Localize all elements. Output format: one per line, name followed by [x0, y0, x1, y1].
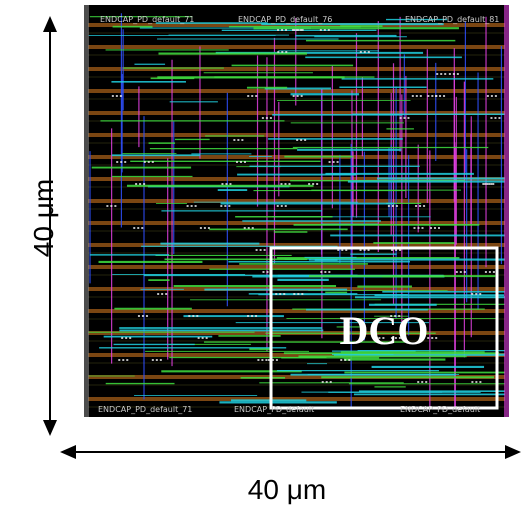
- dco-block-label: DCO: [339, 308, 429, 353]
- horizontal-dimension-arrow: [60, 445, 521, 459]
- dco-highlight-box: [269, 246, 499, 410]
- cell-label-bottom-2: ENDCAP_PD_default: [234, 405, 315, 414]
- vertical-dimension-arrow: [43, 16, 57, 436]
- chip-layout: [84, 5, 509, 417]
- vertical-dimension-label: 40 μm: [28, 178, 59, 258]
- horizontal-dimension-label: 40 μm: [247, 474, 327, 505]
- cell-label-top-1: ENDCAP_PD_default_71: [100, 15, 195, 24]
- routing-wires: [84, 5, 509, 417]
- cell-label-top-3: ENDCAP_PD_default_81: [405, 15, 500, 24]
- cell-label-bottom-1: ENDCAP_PD_default_71: [98, 405, 193, 414]
- cell-label-bottom-3: ENDCAP_PD_default: [400, 405, 481, 414]
- cell-label-top-2: ENDCAP_PD_default_76: [238, 15, 333, 24]
